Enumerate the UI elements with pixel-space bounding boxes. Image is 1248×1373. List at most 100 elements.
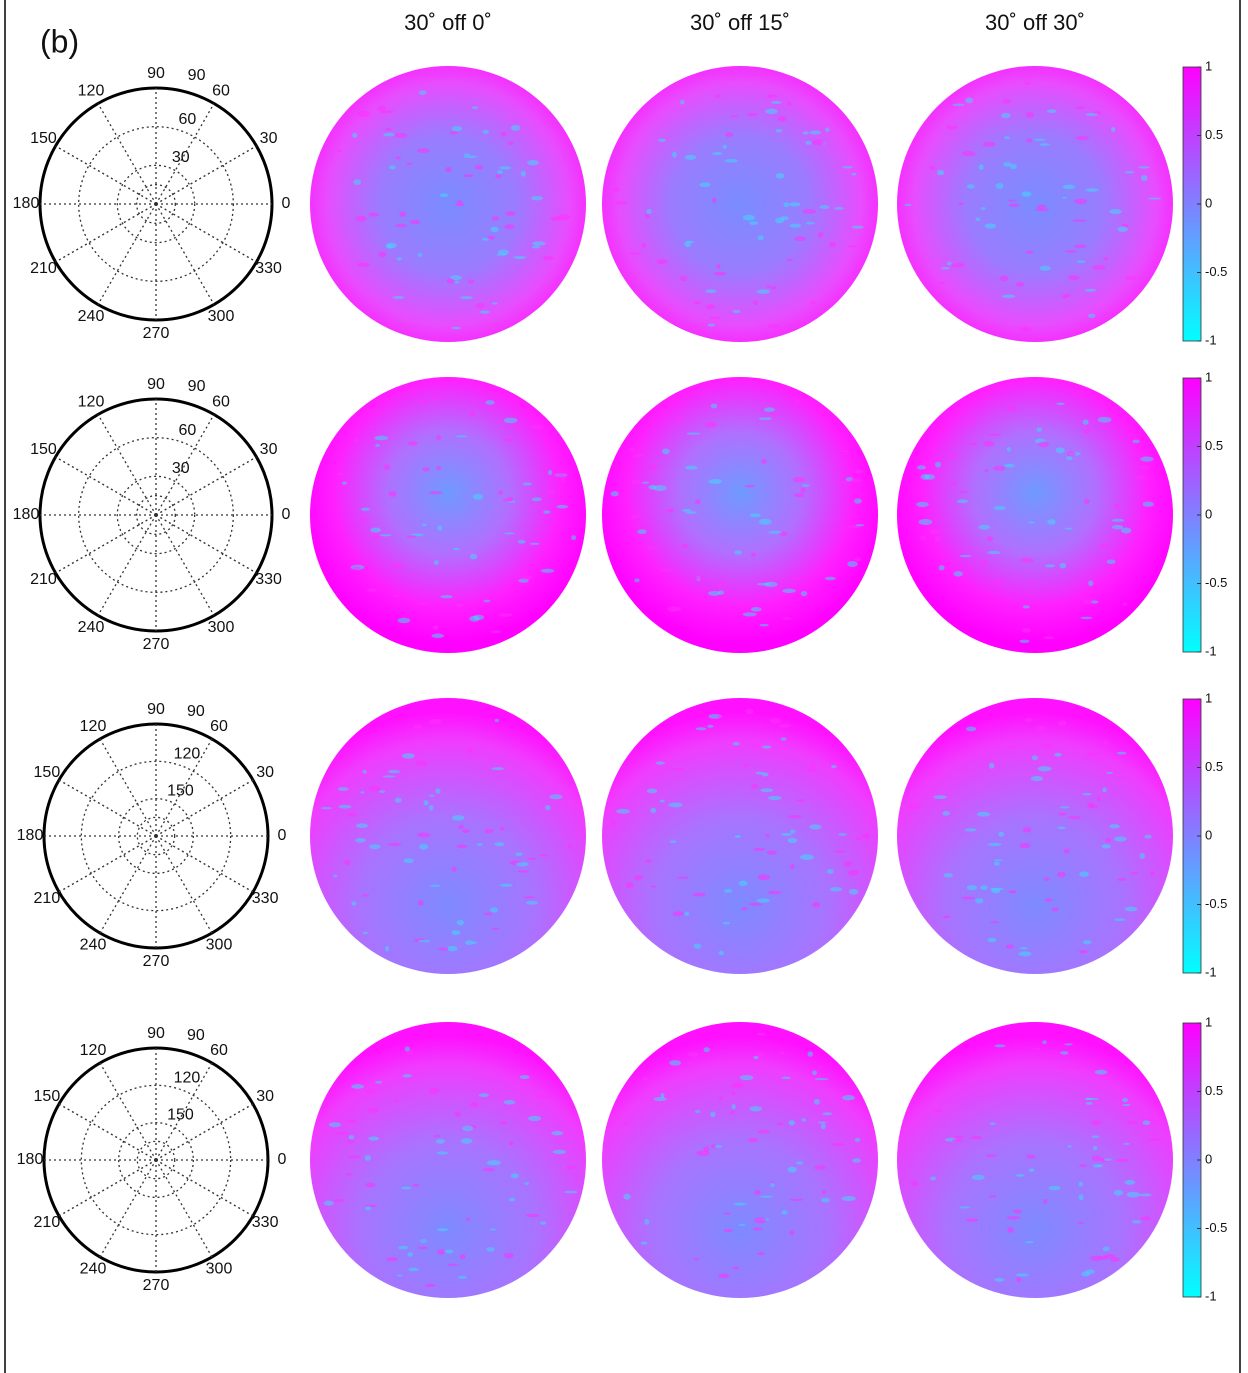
field-speckle — [855, 1138, 860, 1142]
field-speckle — [1002, 295, 1015, 299]
field-speckle — [422, 524, 427, 526]
angle-label: 180 — [13, 506, 40, 523]
field-speckle — [520, 576, 532, 580]
angle-label: 150 — [34, 764, 61, 781]
field-speckle — [822, 1112, 832, 1115]
field-speckle — [972, 1175, 985, 1180]
field-speckle — [644, 1219, 649, 1225]
angle-label: 30 — [260, 441, 278, 458]
field-speckle — [473, 494, 484, 500]
field-speckle — [354, 438, 359, 443]
field-speckle — [998, 832, 1004, 837]
field-speckle — [395, 798, 402, 803]
field-speckle — [1150, 872, 1155, 875]
colorbar-tick-label: 1 — [1205, 1014, 1212, 1029]
field-speckle — [759, 417, 772, 420]
field-speckle — [641, 243, 646, 248]
field-speckle — [677, 877, 689, 879]
polar-spoke — [156, 515, 256, 573]
colorbar-tick-label: -1 — [1205, 332, 1217, 347]
field-speckle — [456, 603, 464, 607]
field-speckle — [467, 749, 474, 754]
field-speckle — [948, 454, 957, 458]
field-speckle — [731, 1104, 735, 1110]
field-speckle — [387, 843, 401, 846]
field-speckle — [1074, 244, 1087, 248]
field-speckle — [705, 422, 717, 428]
field-speckle — [447, 278, 454, 283]
field-speckle — [735, 835, 741, 838]
radial-label: 90 — [187, 1027, 205, 1044]
field-speckle — [472, 106, 478, 109]
field-speckle — [1141, 466, 1150, 470]
field-speckle — [916, 502, 929, 507]
field-speckle — [648, 485, 656, 490]
field-speckle — [646, 209, 651, 214]
field-speckle — [725, 159, 738, 162]
polar-spoke — [59, 1160, 156, 1216]
field-speckle — [850, 479, 861, 483]
field-speckle — [660, 800, 665, 803]
field-speckle — [622, 1123, 629, 1126]
field-speckle — [838, 833, 847, 836]
field-speckle — [783, 202, 789, 207]
field-speckle — [919, 519, 933, 525]
field-speckle — [722, 397, 728, 401]
field-speckle — [1025, 112, 1034, 118]
colorbar-tick-label: 0.5 — [1205, 127, 1223, 142]
field-speckle — [420, 1239, 427, 1243]
field-speckle — [1102, 787, 1106, 792]
field-speckle — [504, 532, 515, 534]
field-map — [897, 377, 1173, 653]
field-speckle — [362, 894, 369, 896]
field-speckle — [1097, 797, 1101, 802]
field-speckle — [422, 467, 430, 471]
field-speckle — [1008, 890, 1016, 893]
field-speckle — [801, 591, 807, 596]
field-speckle — [1023, 605, 1030, 608]
field-speckle — [930, 1177, 936, 1181]
field-speckle — [781, 216, 789, 220]
field-speckle — [398, 618, 410, 623]
field-speckle — [649, 465, 657, 471]
colorbar-tick-label: 0 — [1205, 1151, 1212, 1166]
colorbar-tick-label: -1 — [1205, 643, 1217, 658]
field-speckle — [990, 921, 1000, 923]
field-speckle — [929, 529, 941, 534]
field-speckle — [353, 179, 361, 185]
radial-label: 60 — [179, 111, 197, 128]
field-speckle — [730, 1110, 735, 1115]
field-speckle — [988, 434, 1002, 436]
field-speckle — [1028, 521, 1035, 523]
radial-label: 150 — [167, 782, 194, 799]
field-speckle — [765, 109, 777, 114]
field-speckle — [743, 764, 750, 766]
field-speckle — [375, 1081, 382, 1084]
field-speckle — [669, 1060, 681, 1066]
field-speckle — [749, 903, 763, 906]
field-speckle — [748, 1138, 759, 1142]
field-speckle — [504, 1100, 516, 1105]
field-speckle — [483, 600, 490, 602]
field-speckle — [566, 1165, 575, 1169]
field-speckle — [985, 223, 997, 228]
field-speckle — [821, 1198, 829, 1203]
field-speckle — [802, 209, 816, 214]
field-speckle — [369, 844, 380, 849]
field-map — [310, 377, 586, 653]
field-speckle — [1121, 528, 1132, 534]
field-speckle — [404, 858, 414, 863]
field-map — [602, 1022, 878, 1298]
field-speckle — [1135, 476, 1146, 480]
field-speckle — [1112, 525, 1123, 529]
field-speckle — [521, 171, 526, 177]
field-speckle — [738, 1224, 745, 1226]
field-speckle — [1029, 1168, 1035, 1172]
field-speckle — [547, 490, 555, 495]
field-speckle — [1045, 898, 1053, 901]
field-speckle — [1051, 908, 1059, 912]
field-speckle — [418, 900, 424, 905]
field-speckle — [1079, 871, 1089, 876]
field-speckle — [1141, 175, 1148, 181]
field-speckle — [1056, 447, 1065, 453]
